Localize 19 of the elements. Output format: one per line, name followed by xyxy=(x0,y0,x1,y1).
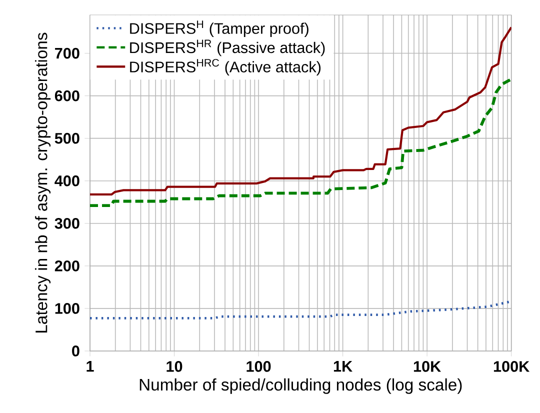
y-tick-label: 200 xyxy=(54,260,80,272)
legend-label: DISPERS$^{H}$ (Tamper proof) xyxy=(130,20,308,37)
y-axis-title: Latency in nb of asym. crypto-operations xyxy=(35,32,51,332)
y-tick-label: 500 xyxy=(54,132,80,144)
x-tick-label: 1K xyxy=(334,361,352,372)
x-tick-label: 100 xyxy=(246,361,271,372)
legend-label: DISPERS$^{HRC}$ (Active attack) xyxy=(130,58,321,76)
y-tick-label: 400 xyxy=(54,175,80,186)
y-tick-label: 600 xyxy=(54,90,80,102)
x-axis-title: Number of spied/colluding nodes (log scale) xyxy=(140,378,462,394)
y-tick-label: 0 xyxy=(72,346,80,356)
x-tick-label: 10 xyxy=(166,361,182,372)
y-tick-label: 300 xyxy=(54,218,80,229)
y-tick-label: 700 xyxy=(55,48,80,59)
x-tick-label: 1 xyxy=(86,361,94,372)
y-tick-label: 100 xyxy=(55,303,80,314)
legend-label: DISPERS$^{HR}$ (Passive attack) xyxy=(130,40,325,56)
x-tick-label: 100K xyxy=(494,361,530,372)
x-tick-label: 10K xyxy=(414,361,441,372)
